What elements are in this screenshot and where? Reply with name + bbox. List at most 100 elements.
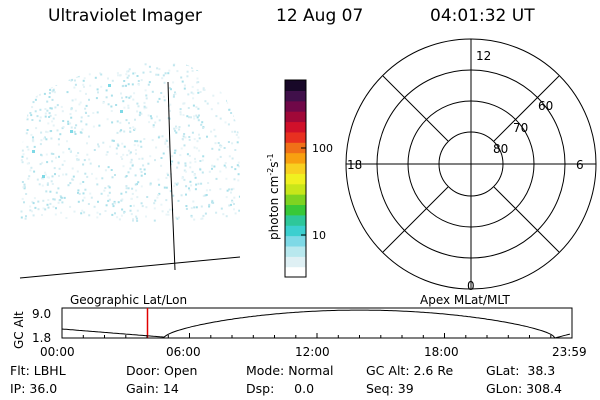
uv-speckle bbox=[30, 166, 33, 169]
uv-speckle bbox=[20, 210, 23, 213]
uv-speckle bbox=[140, 112, 143, 115]
uv-speckle bbox=[143, 107, 146, 110]
uv-speckle bbox=[45, 130, 48, 133]
uv-speckle bbox=[175, 131, 178, 134]
uv-speckle bbox=[184, 164, 187, 167]
uv-speckle bbox=[231, 157, 234, 160]
uv-speckle bbox=[56, 104, 59, 107]
uv-speckle bbox=[136, 102, 139, 105]
uv-speckle bbox=[97, 200, 99, 203]
uv-speckle bbox=[121, 198, 124, 201]
uv-speckle bbox=[237, 161, 240, 164]
uv-speckle bbox=[30, 114, 33, 117]
uv-speckle bbox=[74, 79, 76, 82]
uv-speckle bbox=[198, 137, 201, 140]
uv-speckle bbox=[62, 126, 65, 128]
uv-speckle bbox=[225, 177, 228, 180]
uv-speckle bbox=[175, 127, 178, 129]
uv-speckle bbox=[51, 90, 54, 93]
uv-speckle bbox=[197, 107, 200, 110]
uv-speckle bbox=[55, 75, 58, 78]
uv-speckle bbox=[52, 117, 55, 120]
polar-diag-se bbox=[493, 186, 560, 253]
uv-speckle bbox=[102, 141, 105, 144]
uv-speckle bbox=[150, 117, 153, 120]
uv-speckle bbox=[93, 205, 96, 208]
uv-speckle bbox=[168, 69, 171, 72]
uv-speckle bbox=[201, 68, 204, 71]
uv-speckle bbox=[58, 167, 61, 170]
uv-speckle bbox=[238, 195, 240, 198]
uv-speckle bbox=[172, 64, 175, 67]
uv-speckle bbox=[127, 83, 130, 86]
uv-speckle bbox=[206, 102, 209, 105]
uv-speckle bbox=[213, 165, 216, 168]
uv-speckle bbox=[54, 62, 57, 65]
uv-speckle bbox=[165, 140, 168, 142]
uv-speckle bbox=[140, 202, 143, 205]
uv-speckle bbox=[132, 72, 135, 75]
uv-speckle bbox=[52, 124, 55, 127]
uv-speckle bbox=[100, 85, 103, 88]
uv-speckle bbox=[228, 98, 231, 101]
colorbar-block bbox=[285, 131, 306, 143]
uv-speckle bbox=[81, 209, 84, 212]
uv-speckle bbox=[120, 192, 123, 195]
uv-speckle bbox=[48, 112, 51, 115]
uv-speckle bbox=[122, 100, 125, 103]
uv-speckle bbox=[188, 154, 191, 157]
uv-speckle bbox=[20, 96, 23, 99]
uv-speckle bbox=[171, 160, 174, 163]
uv-speckle bbox=[183, 133, 186, 135]
uv-speckle bbox=[200, 205, 203, 208]
uv-speckle bbox=[161, 135, 164, 138]
uv-speckle bbox=[215, 177, 218, 180]
uv-speckle bbox=[47, 122, 50, 125]
uv-speckle bbox=[46, 161, 49, 164]
uv-speckle bbox=[176, 70, 179, 73]
mode-label: Mode: Normal bbox=[246, 363, 334, 378]
uv-speckle bbox=[68, 79, 71, 81]
uv-speckle bbox=[177, 199, 180, 202]
uv-speckle bbox=[235, 118, 238, 121]
uv-speckle bbox=[107, 199, 110, 202]
uv-speckle bbox=[197, 81, 200, 84]
apex-title: Apex MLat/MLT bbox=[420, 293, 510, 307]
uv-speckle bbox=[234, 212, 237, 215]
uv-speckle bbox=[230, 191, 232, 194]
uv-speckle bbox=[196, 77, 199, 80]
uv-speckle bbox=[35, 127, 38, 130]
colorbar-block bbox=[285, 183, 306, 195]
uv-speckle bbox=[237, 108, 240, 111]
uv-speckle bbox=[234, 88, 237, 91]
uv-speckle bbox=[107, 185, 110, 188]
uv-speckle bbox=[216, 158, 219, 161]
uv-speckle bbox=[190, 116, 192, 119]
uv-speckle bbox=[125, 175, 128, 177]
uv-speckle bbox=[26, 145, 29, 148]
uv-speckle bbox=[156, 67, 159, 70]
uv-speckle bbox=[129, 95, 132, 98]
uv-speckle bbox=[73, 86, 76, 89]
uv-speckle bbox=[160, 92, 163, 94]
uv-speckle bbox=[107, 103, 110, 106]
uv-speckle bbox=[78, 61, 81, 64]
uv-speckle bbox=[203, 67, 206, 70]
uv-speckle bbox=[184, 162, 187, 165]
uv-speckle bbox=[182, 102, 185, 105]
uv-speckle bbox=[208, 205, 211, 208]
uv-speckle bbox=[217, 142, 220, 144]
uv-speckle bbox=[95, 97, 98, 100]
uv-speckle bbox=[75, 124, 78, 127]
uv-speckle bbox=[172, 194, 175, 197]
uv-speckle bbox=[137, 83, 140, 86]
uv-image-panel bbox=[19, 61, 241, 279]
uv-speckle bbox=[61, 163, 64, 166]
uv-speckle bbox=[28, 65, 31, 68]
uv-speckle bbox=[125, 191, 128, 194]
uv-speckle bbox=[50, 152, 53, 155]
uv-speckle bbox=[54, 114, 57, 116]
uv-speckle bbox=[145, 106, 148, 109]
uv-speckle bbox=[85, 104, 88, 107]
uv-speckle bbox=[98, 124, 101, 127]
